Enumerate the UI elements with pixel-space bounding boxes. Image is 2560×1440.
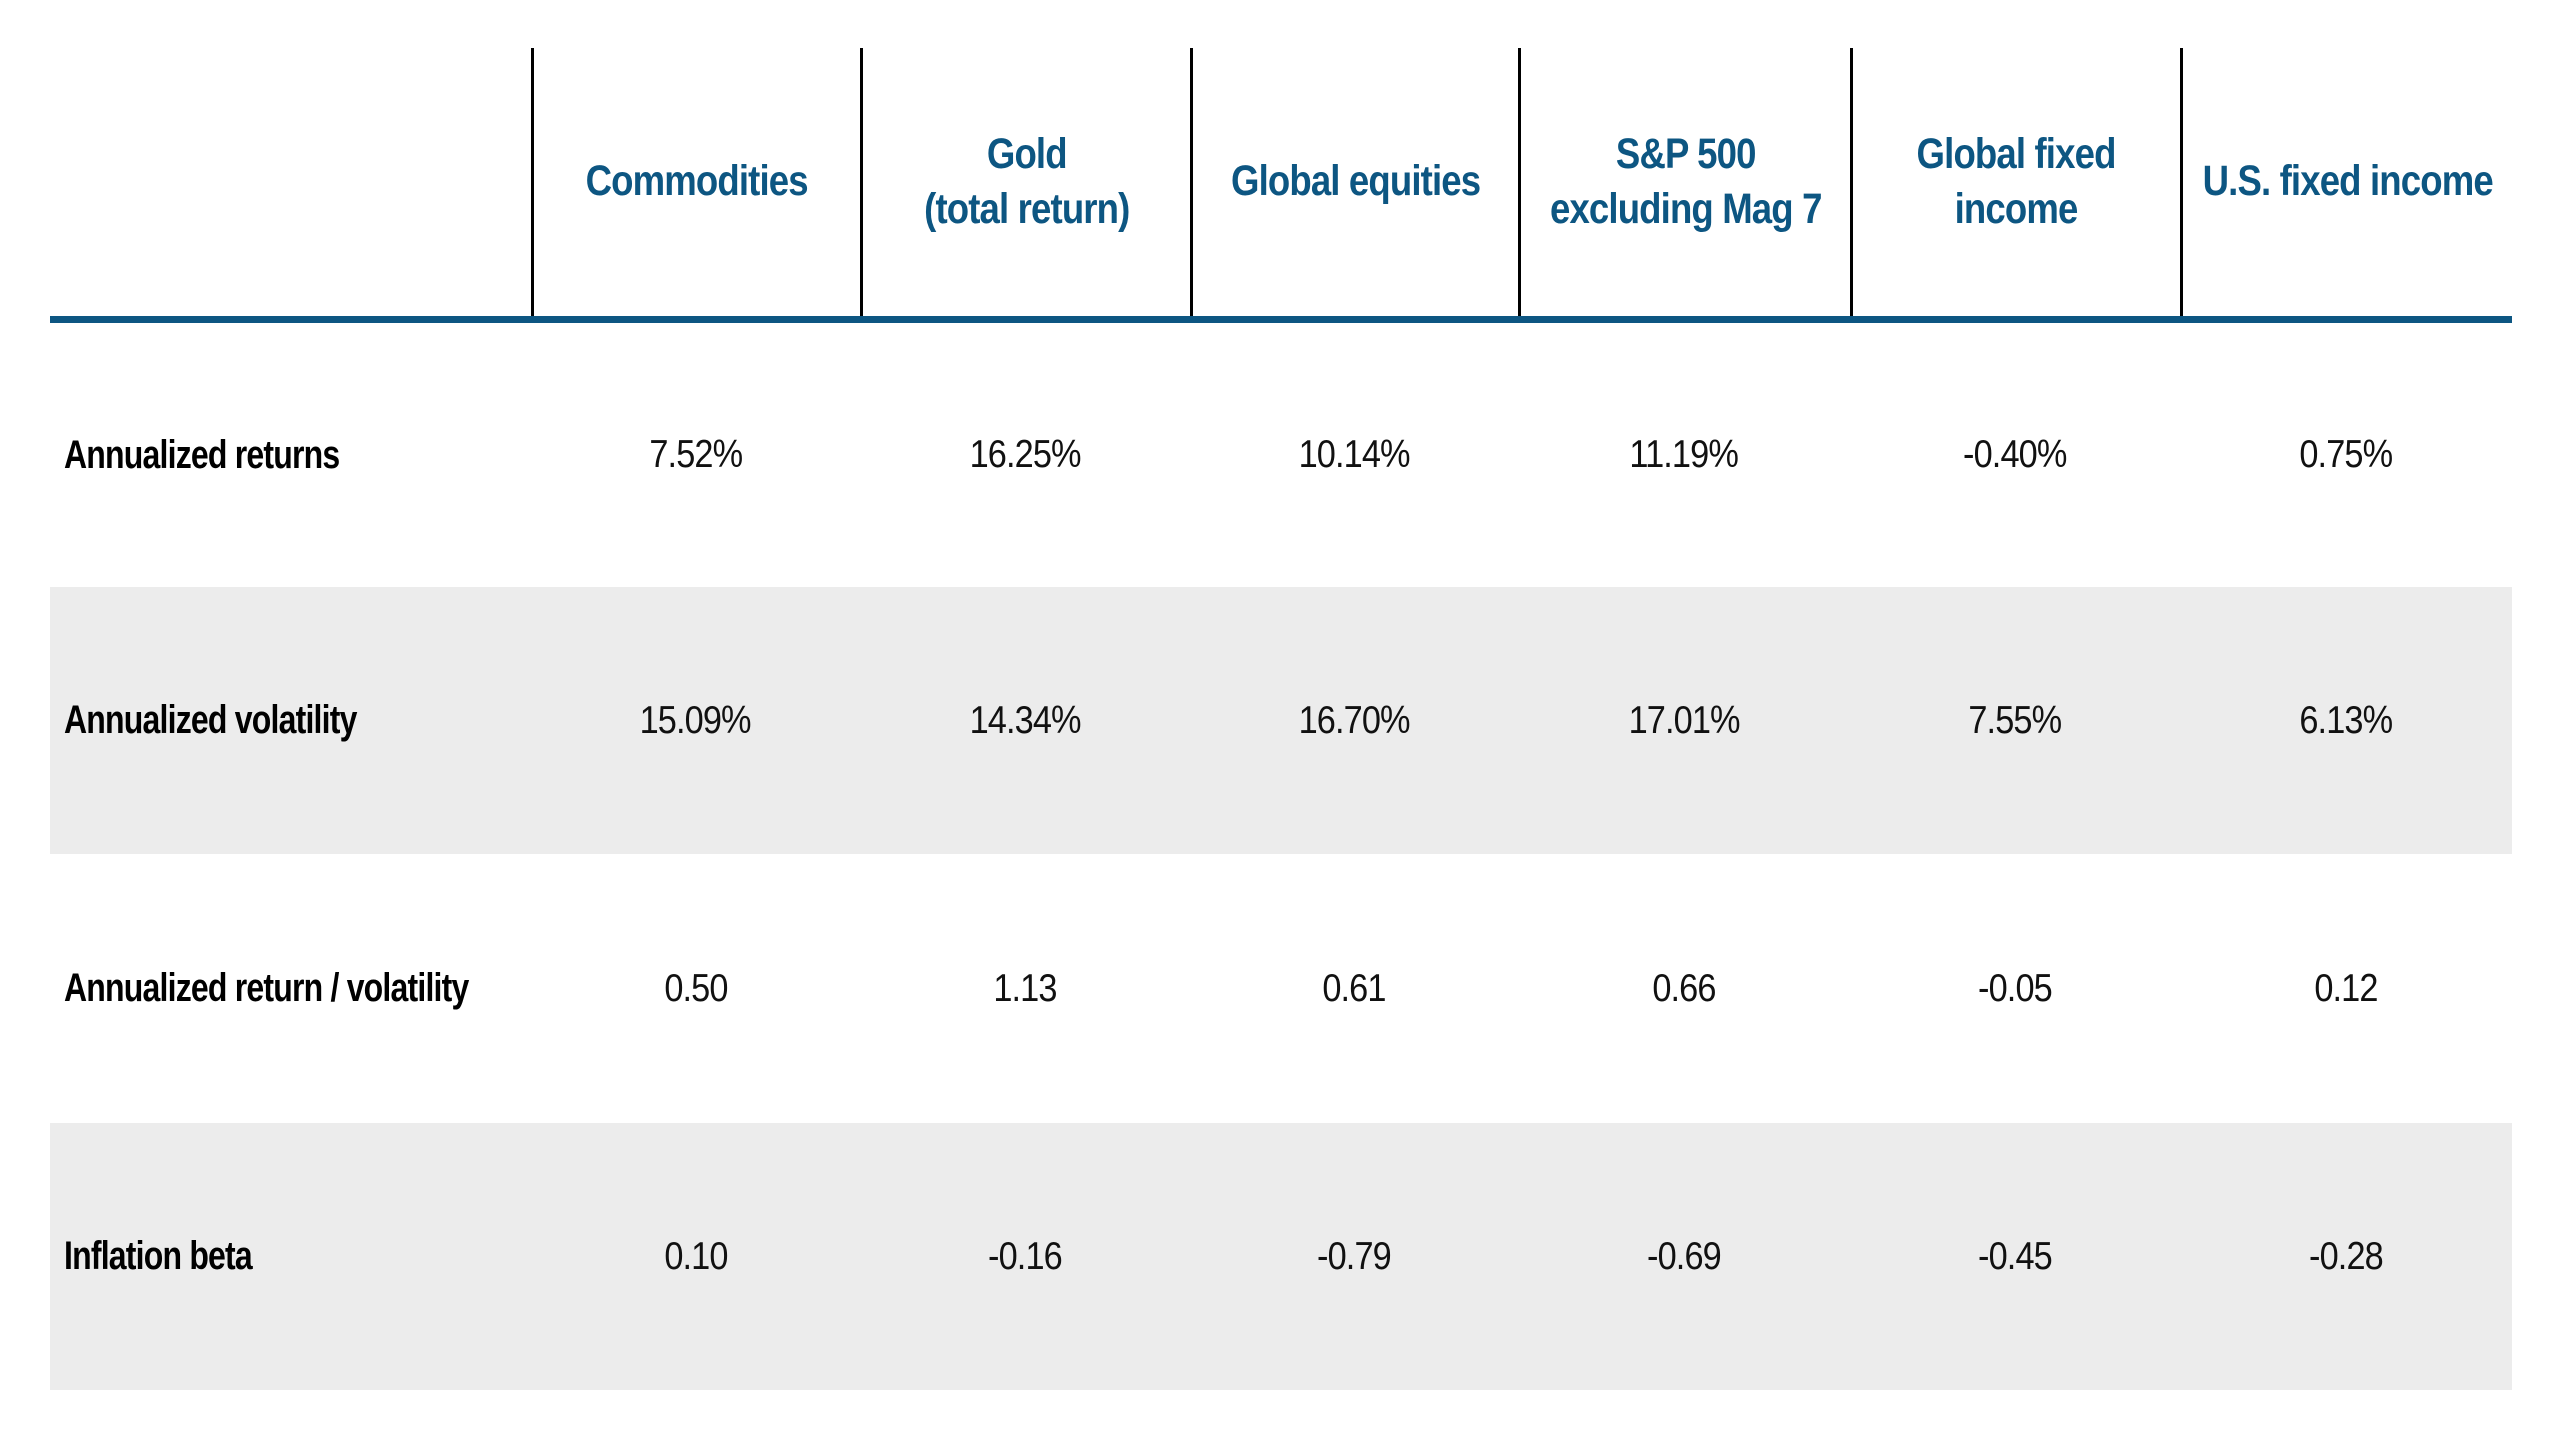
column-header-global-equities: Global equities (1190, 48, 1518, 316)
cell-value: -0.45 (1978, 1234, 2053, 1278)
cell-value: 7.52% (649, 433, 743, 476)
table-row-inflation-beta: Inflation beta 0.10 -0.16 -0.79 -0.69 -0… (50, 1123, 2512, 1390)
cell-value: -0.69 (1647, 1234, 1722, 1278)
cell-value: -0.05 (1978, 966, 2053, 1010)
table-cell: 7.55% (1850, 587, 2180, 854)
row-label-cell: Inflation beta (50, 1123, 531, 1390)
table-cell: -0.28 (2180, 1123, 2512, 1390)
table-row-annualized-return-volatility: Annualized return / volatility 0.50 1.13… (50, 854, 2512, 1123)
cell-value: 0.50 (663, 966, 728, 1010)
cell-value: 16.70% (1298, 698, 1410, 742)
cell-value: 0.12 (2314, 966, 2378, 1010)
cell-value: -0.40% (1963, 433, 2067, 476)
table-cell: 0.50 (531, 854, 860, 1123)
column-header-label: Global fixed income (1916, 129, 2117, 233)
table-cell: 17.01% (1518, 587, 1850, 854)
row-label: Annualized volatility (64, 698, 357, 742)
column-header-gold-total-return: Gold (total return) (860, 48, 1190, 316)
cell-value: 11.19% (1629, 433, 1739, 476)
table-cell: 0.10 (531, 1123, 860, 1390)
table-cell: 6.13% (2180, 587, 2512, 854)
cell-value: 0.66 (1652, 966, 1716, 1010)
cell-value: 16.25% (969, 433, 1081, 476)
column-header-global-fixed-income: Global fixed income (1850, 48, 2180, 316)
cell-value: 7.55% (1968, 698, 2063, 742)
column-header-label: Commodities (585, 157, 809, 206)
table-cell: 0.61 (1190, 854, 1518, 1123)
row-label-cell: Annualized volatility (50, 587, 531, 854)
table-cell: 0.12 (2180, 854, 2512, 1123)
column-header-sp500-excluding-mag7: S&P 500 excluding Mag 7 (1518, 48, 1850, 316)
cell-value: 15.09% (639, 698, 752, 742)
cell-value: 17.01% (1628, 698, 1740, 742)
cell-value: -0.79 (1317, 1234, 1392, 1278)
row-label: Annualized return / volatility (64, 966, 469, 1010)
table-cell: 16.70% (1190, 587, 1518, 854)
cell-value: 1.13 (993, 966, 1057, 1010)
table-cell: 14.34% (860, 587, 1190, 854)
cell-value: -0.16 (988, 1234, 1063, 1278)
cell-value: 0.10 (663, 1234, 728, 1278)
column-header-us-fixed-income: U.S. fixed income (2180, 48, 2512, 316)
column-header-label: Gold (total return) (923, 129, 1130, 233)
table-cell: 15.09% (531, 587, 860, 854)
table-header-row: Commodities Gold (total return) Global e… (50, 48, 2512, 316)
column-header-commodities: Commodities (531, 48, 860, 316)
cell-value: 14.34% (969, 698, 1081, 742)
table-cell: 16.25% (860, 323, 1190, 587)
corner-cell (50, 48, 531, 316)
table-cell: 7.52% (531, 323, 860, 587)
column-header-label: S&P 500 excluding Mag 7 (1549, 129, 1822, 233)
table-cell: 1.13 (860, 854, 1190, 1123)
row-label: Annualized returns (64, 432, 340, 477)
table-cell: -0.16 (860, 1123, 1190, 1390)
row-label: Inflation beta (64, 1234, 253, 1278)
cell-value: -0.28 (2309, 1234, 2384, 1278)
row-label-cell: Annualized return / volatility (50, 854, 531, 1123)
table-cell: 11.19% (1518, 323, 1850, 587)
table-cell: -0.79 (1190, 1123, 1518, 1390)
table-cell: -0.69 (1518, 1123, 1850, 1390)
table-cell: -0.40% (1850, 323, 2180, 587)
cell-value: 0.75% (2299, 433, 2394, 476)
statistics-table: Commodities Gold (total return) Global e… (50, 48, 2512, 1390)
column-header-label: Global equities (1230, 157, 1481, 206)
cell-value: 10.14% (1298, 433, 1410, 476)
cell-value: 6.13% (2299, 698, 2394, 742)
header-divider-rule (50, 316, 2512, 323)
table-cell: 0.75% (2180, 323, 2512, 587)
cell-value: 0.61 (1322, 966, 1386, 1010)
column-header-label: U.S. fixed income (2202, 157, 2493, 206)
table-cell: 0.66 (1518, 854, 1850, 1123)
table-row-annualized-returns: Annualized returns 7.52% 16.25% 10.14% 1… (50, 323, 2512, 587)
table-row-annualized-volatility: Annualized volatility 15.09% 14.34% 16.7… (50, 587, 2512, 854)
table-cell: -0.05 (1850, 854, 2180, 1123)
row-label-cell: Annualized returns (50, 323, 531, 587)
table-cell: 10.14% (1190, 323, 1518, 587)
table-cell: -0.45 (1850, 1123, 2180, 1390)
